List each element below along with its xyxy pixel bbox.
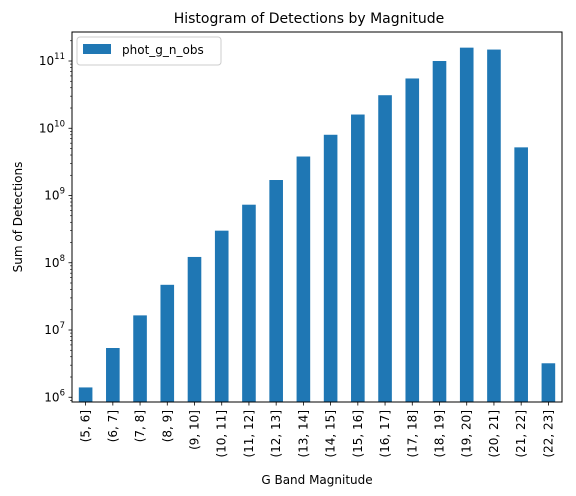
bar-9 (323, 134, 338, 402)
bar-1 (106, 348, 120, 402)
y-tick-label-3: 109 (44, 187, 65, 203)
x-axis: (5, 6] (6, 7] (7, 8] (8, 9] (9, 10] (10, 11] (… (79, 402, 555, 458)
x-tick-label-10: (15, 16] (351, 410, 365, 458)
bar-10 (351, 114, 365, 402)
legend-label: phot_g_n_obs (122, 43, 204, 57)
bar-3 (160, 284, 175, 402)
y-tick-label-0: 106 (44, 388, 65, 404)
plot-frame (71, 31, 563, 403)
bar-16 (514, 147, 528, 402)
bar-4 (187, 256, 202, 402)
x-tick-label-2: (7, 8] (133, 410, 147, 442)
x-tick-label-3: (8, 9] (160, 410, 174, 442)
legend-box (76, 36, 222, 66)
x-tick-label-8: (13, 14] (296, 410, 310, 458)
chart-title: Histogram of Detections by Magnitude (174, 11, 445, 27)
x-tick-label-17: (22, 23] (541, 410, 555, 458)
bar-13 (432, 61, 447, 402)
bar-15 (487, 49, 501, 403)
bar-14 (459, 47, 474, 403)
x-tick-label-9: (14, 15] (324, 410, 338, 458)
x-tick-label-7: (12, 13] (269, 410, 283, 458)
x-tick-label-4: (9, 10] (188, 410, 202, 450)
y-tick-label-5: 1011 (39, 52, 65, 68)
x-tick-label-11: (16, 17] (378, 410, 392, 458)
x-tick-label-15: (20, 21] (487, 410, 501, 458)
x-axis-label: G Band Magnitude (261, 473, 372, 487)
bar-17 (541, 363, 556, 402)
x-tick-label-6: (11, 12] (242, 410, 256, 458)
bar-2 (133, 315, 147, 402)
bar-6 (242, 204, 256, 402)
bar-0 (78, 387, 93, 402)
x-tick-label-0: (5, 6] (79, 410, 93, 442)
bar-8 (296, 156, 311, 402)
legend-swatch (83, 44, 111, 54)
x-tick-label-14: (19, 20] (460, 410, 474, 458)
bar-7 (269, 180, 283, 402)
bars-group (78, 47, 556, 403)
y-tick-label-4: 1010 (39, 119, 65, 135)
x-tick-label-13: (18, 19] (433, 410, 447, 458)
x-tick-label-5: (10, 11] (215, 410, 229, 458)
x-tick-label-1: (6, 7] (106, 410, 120, 442)
y-axis: 106 107 108 109 1010 1011 (39, 40, 72, 404)
y-tick-label-2: 108 (44, 254, 65, 270)
x-tick-label-16: (21, 22] (514, 410, 528, 458)
y-axis-label: Sum of Detections (11, 162, 25, 273)
x-tick-label-12: (17, 18] (405, 410, 419, 458)
y-tick-label-1: 107 (44, 321, 65, 337)
bar-11 (378, 95, 392, 403)
legend: phot_g_n_obs (76, 36, 222, 66)
bar-5 (214, 230, 229, 402)
bar-12 (405, 78, 420, 402)
